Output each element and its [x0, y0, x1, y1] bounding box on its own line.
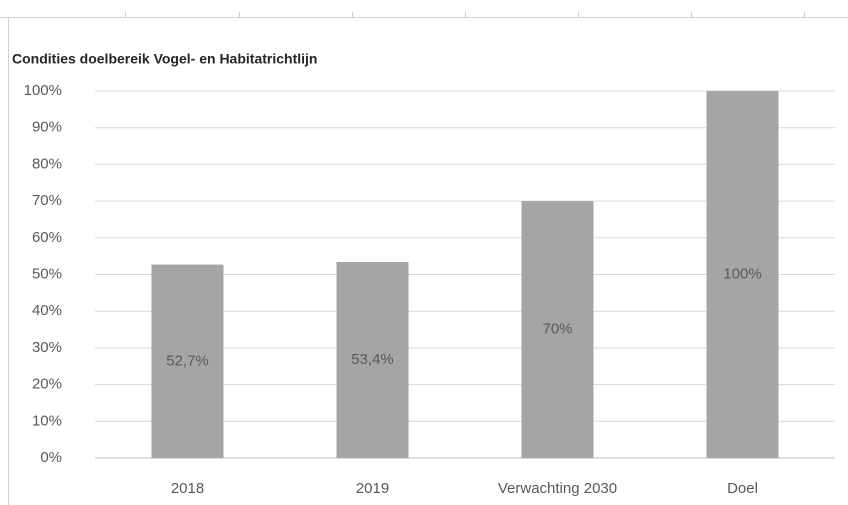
x-tick-label: Verwachting 2030	[498, 480, 617, 497]
data-label: 100%	[723, 265, 761, 282]
data-label: 70%	[542, 321, 572, 338]
frame	[0, 12, 848, 505]
y-tick-label: 70%	[32, 192, 62, 209]
data-label: 53,4%	[351, 351, 394, 368]
bar	[151, 264, 224, 458]
y-tick-label: 90%	[32, 119, 62, 136]
bar	[336, 262, 409, 458]
y-tick-label: 0%	[40, 449, 62, 466]
bar	[706, 91, 779, 458]
y-tick-label: 60%	[32, 229, 62, 246]
x-tick-label: Doel	[727, 480, 758, 497]
y-tick-label: 80%	[32, 155, 62, 172]
y-tick-label: 50%	[32, 265, 62, 282]
y-tick-label: 10%	[32, 412, 62, 429]
y-tick-label: 100%	[24, 82, 62, 99]
y-tick-label: 40%	[32, 302, 62, 319]
data-label: 52,7%	[166, 352, 209, 369]
bar	[521, 201, 594, 458]
x-tick-label: 2019	[356, 480, 389, 497]
x-tick-label: 2018	[171, 480, 204, 497]
chart-title: Condities doelbereik Vogel- en Habitatri…	[12, 51, 317, 67]
y-tick-label: 30%	[32, 339, 62, 356]
y-tick-label: 20%	[32, 376, 62, 393]
